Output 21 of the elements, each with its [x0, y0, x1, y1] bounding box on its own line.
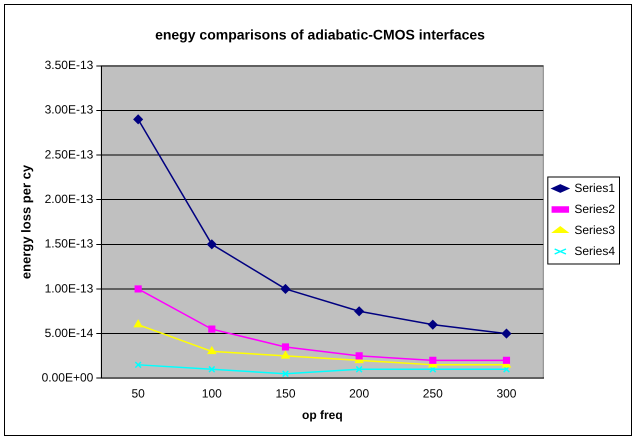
y-tick-label: 0.00E+00	[42, 370, 94, 385]
y-tick-label: 3.00E-13	[44, 102, 94, 117]
x-tick-label: 250	[422, 386, 444, 401]
y-tick-label: 5.00E-14	[44, 326, 94, 340]
x-tick-label: 50	[131, 386, 146, 401]
legend-label: Series2	[574, 202, 616, 216]
legend-label: Series1	[574, 180, 616, 195]
y-tick-label: 2.00E-13	[44, 192, 94, 206]
x-tick-label: 100	[202, 386, 222, 401]
x-tick-label: 300	[496, 386, 517, 401]
x-tick-label: 200	[349, 386, 370, 401]
legend-label: Series4	[574, 244, 616, 258]
chart-title: enegy comparisons of adiabatic-CMOS interfaces	[155, 26, 486, 42]
y-tick-label: 1.50E-13	[44, 236, 94, 251]
x-tick-label: 150	[275, 386, 296, 401]
y-tick-label: 2.50E-13	[44, 147, 94, 162]
y-tick-label: 3.50E-13	[44, 58, 94, 72]
y-axis-title: energy loss per cy	[18, 164, 34, 280]
x-axis-title: op freq	[302, 408, 343, 422]
y-tick-label: 1.00E-13	[44, 281, 94, 296]
legend-label: Series3	[574, 222, 616, 237]
